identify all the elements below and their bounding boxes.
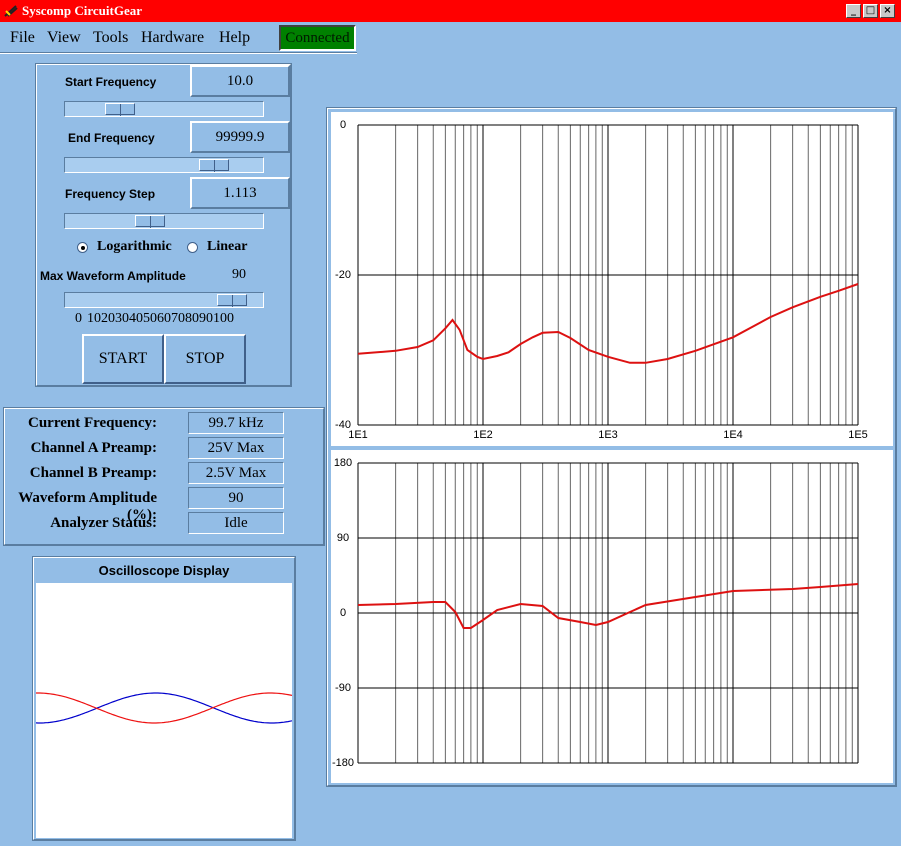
slider-thumb[interactable] (135, 215, 165, 228)
radio-label[interactable]: Linear (207, 239, 248, 254)
y-tick-label: -180 (332, 757, 354, 769)
sweep-button[interactable]: START (82, 334, 164, 384)
slider-track[interactable] (64, 101, 264, 117)
sweep-panel: Start Frequency 10.0 End Frequency 99999.9 F… (35, 63, 292, 387)
scale-label: 30 (115, 311, 129, 326)
scope-trace (36, 692, 292, 724)
y-tick-label: -40 (335, 419, 351, 431)
y-tick-label: 180 (334, 457, 352, 469)
slider-track[interactable] (64, 292, 264, 308)
y-tick-label: -20 (335, 269, 351, 281)
field-label: End Frequency (68, 131, 155, 145)
slider-track[interactable] (64, 213, 264, 229)
scope-trace (36, 692, 292, 724)
window-title: Syscomp CircuitGear (22, 3, 142, 18)
slider-thumb[interactable] (217, 294, 247, 307)
phase-plot: -180 -90 0 90 180 (331, 450, 893, 783)
app-icon (4, 5, 18, 17)
field-label: Start Frequency (65, 75, 157, 89)
status-panel: Current Frequency: 99.7 kHz Channel A Prea… (3, 407, 325, 546)
x-tick-label: 1E1 (348, 429, 368, 441)
menu-item[interactable]: Tools (93, 29, 129, 46)
y-tick-label: 0 (340, 607, 346, 619)
status-value: Idle (188, 512, 284, 534)
field-label: Frequency Step (65, 187, 156, 201)
scale-label: 40 (129, 311, 143, 326)
radio-button[interactable] (187, 242, 198, 253)
slider-track[interactable] (64, 157, 264, 173)
slider-thumb[interactable] (105, 103, 135, 116)
x-tick-label: 1E5 (848, 429, 868, 441)
y-tick-label: -90 (335, 682, 351, 694)
radio-label[interactable]: Logarithmic (97, 239, 172, 254)
minimize-button[interactable]: _ (846, 4, 861, 18)
status-value: 99.7 kHz (188, 412, 284, 434)
status-label: Channel B Preamp: (29, 465, 157, 481)
data-line (357, 583, 859, 629)
scale-label: 100 (213, 311, 234, 326)
y-tick-label: 0 (340, 119, 346, 131)
scale-label: 20 (101, 311, 115, 326)
radio-button[interactable] (77, 242, 88, 253)
x-tick-label: 1E3 (598, 429, 618, 441)
amplitude-value: 90 (232, 267, 246, 282)
field-value[interactable]: 99999.9 (190, 121, 290, 153)
magnitude-plot: 1E1 1E2 1E3 1E4 1E5 -40 -20 0 (331, 112, 893, 446)
scale-label: 60 (157, 311, 171, 326)
scale-label: 90 (199, 311, 213, 326)
oscilloscope-title: Oscilloscope Display (98, 563, 230, 578)
slider-thumb[interactable] (199, 159, 229, 172)
field-value[interactable]: 10.0 (190, 65, 290, 97)
sweep-button[interactable]: STOP (164, 334, 246, 384)
scale-label: 50 (143, 311, 157, 326)
x-tick-label: 1E4 (723, 429, 743, 441)
field-value[interactable]: 1.113 (190, 177, 290, 209)
status-label: Channel A Preamp: (30, 440, 157, 456)
scale-label: 70 (171, 311, 185, 326)
oscilloscope-screen (36, 583, 292, 838)
status-value: 25V Max (188, 437, 284, 459)
menu-underline (0, 52, 357, 54)
title-bar: Syscomp CircuitGear (0, 0, 901, 22)
amplitude-scale: 0 10 20 30 40 50 60 70 80 90 100 (75, 311, 234, 327)
status-label: Current Frequency: (27, 415, 157, 431)
oscilloscope-panel: Oscilloscope Display (32, 556, 296, 841)
status-label: Analyzer Status: (50, 515, 157, 531)
x-tick-label: 1E2 (473, 429, 493, 441)
scale-label: 0 (75, 311, 82, 326)
status-value: 90 (188, 487, 284, 509)
scale-label: 10 (87, 311, 101, 326)
menu-item[interactable]: Hardware (141, 29, 205, 46)
menu-item[interactable]: File (10, 29, 35, 46)
status-value: 2.5V Max (188, 462, 284, 484)
data-line (357, 283, 859, 364)
close-button[interactable]: × (880, 4, 895, 18)
status-label: Waveform Amplitude (%): (18, 490, 157, 523)
maximize-button[interactable]: □ (863, 4, 878, 18)
connection-status: Connected (279, 25, 356, 51)
y-tick-label: 90 (337, 532, 349, 544)
menu-item[interactable]: View (47, 29, 81, 46)
plot-panel: 1E1 1E2 1E3 1E4 1E5 -40 -20 0 -180 -90 0 90 180 (326, 107, 897, 787)
menu-item[interactable]: Help (219, 29, 251, 46)
amplitude-label: Max Waveform Amplitude (40, 269, 186, 283)
scale-label: 80 (185, 311, 199, 326)
